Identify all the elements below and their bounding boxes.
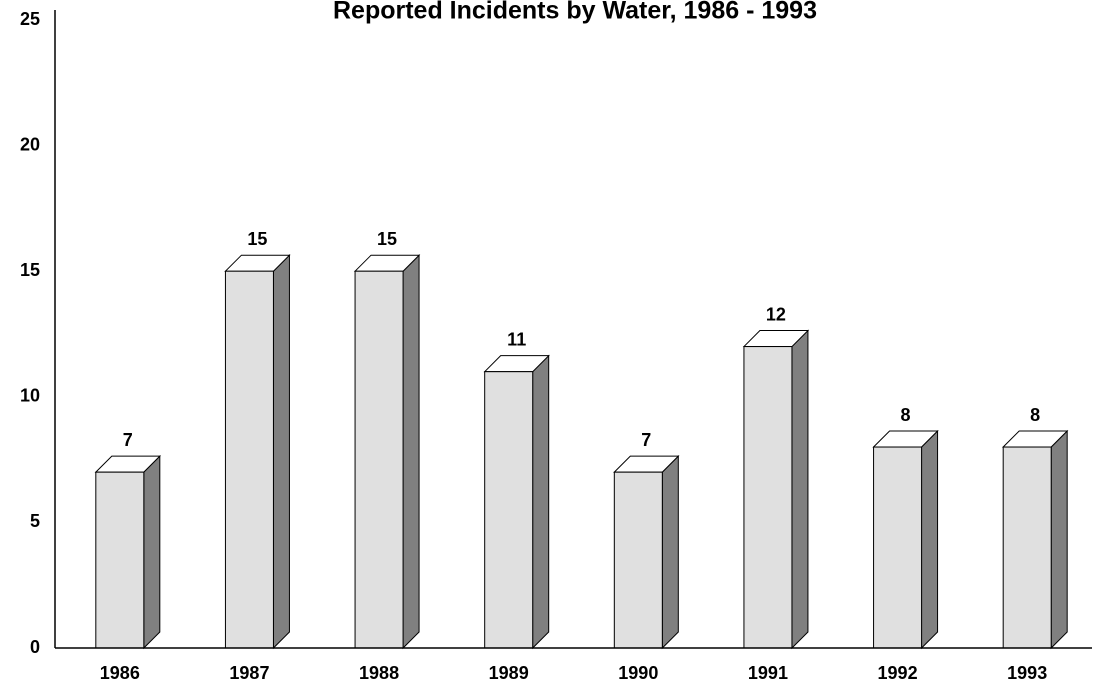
y-tick-label: 15 xyxy=(20,260,40,280)
value-label: 8 xyxy=(1030,405,1040,425)
y-tick-label: 10 xyxy=(20,386,40,406)
value-label: 11 xyxy=(507,329,526,349)
bar-side xyxy=(791,329,809,650)
bar xyxy=(484,371,534,649)
bar xyxy=(354,270,404,649)
x-tick-label: 1988 xyxy=(359,663,399,683)
x-tick-label: 1987 xyxy=(229,663,269,683)
value-label: 7 xyxy=(123,430,133,450)
bar-side xyxy=(272,253,290,650)
x-tick-label: 1992 xyxy=(878,663,918,683)
x-tick-label: 1991 xyxy=(748,663,788,683)
bar xyxy=(1002,446,1052,649)
bar-side xyxy=(532,354,550,650)
bar xyxy=(743,346,793,649)
y-tick-label: 20 xyxy=(20,134,40,154)
value-label: 8 xyxy=(901,405,911,425)
chart-title: Reported Incidents by Water, 1986 - 1993 xyxy=(333,0,817,25)
y-tick-label: 25 xyxy=(20,9,40,29)
bar-side xyxy=(1050,429,1068,650)
x-tick-label: 1993 xyxy=(1007,663,1047,683)
value-label: 7 xyxy=(641,430,651,450)
bar xyxy=(224,270,274,649)
bar xyxy=(873,446,923,649)
value-label: 15 xyxy=(247,229,267,249)
bar-side xyxy=(143,454,161,650)
x-tick-label: 1989 xyxy=(489,663,529,683)
bar-side xyxy=(661,454,679,650)
bar xyxy=(95,471,145,649)
y-tick-label: 5 xyxy=(30,511,40,531)
bar-side xyxy=(921,429,939,650)
bar-side xyxy=(402,253,420,650)
bar xyxy=(613,471,663,649)
y-tick-label: 0 xyxy=(30,637,40,657)
x-tick-label: 1990 xyxy=(618,663,658,683)
value-label: 15 xyxy=(377,229,397,249)
value-label: 12 xyxy=(766,304,786,324)
x-tick-label: 1986 xyxy=(100,663,140,683)
